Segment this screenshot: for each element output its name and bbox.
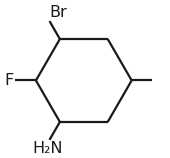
Text: H₂N: H₂N	[33, 141, 63, 156]
Text: Br: Br	[49, 5, 67, 20]
Text: F: F	[4, 73, 14, 88]
